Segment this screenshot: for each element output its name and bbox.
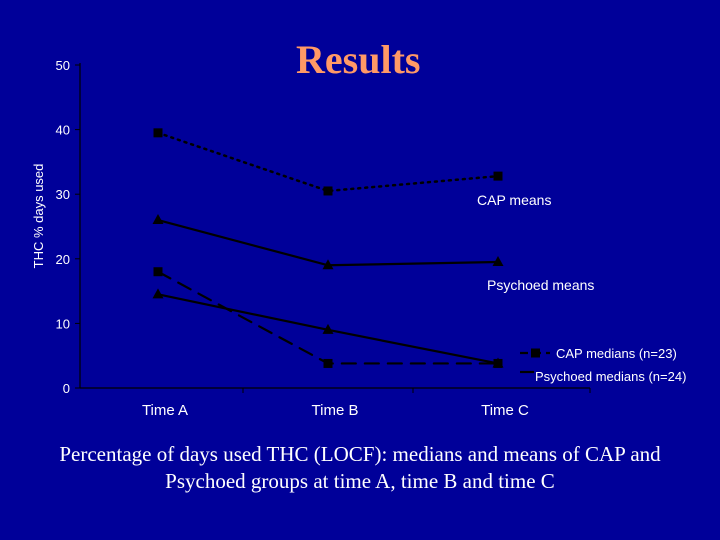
data-point-square — [323, 186, 333, 196]
x-tick-label: Time B — [312, 402, 359, 419]
series-layer — [152, 128, 504, 368]
y-tick-label: 40 — [56, 123, 70, 138]
data-point-square — [323, 358, 333, 368]
x-tick-label: Time C — [481, 402, 529, 419]
legend-marker-square — [531, 348, 540, 358]
legend-label-cap-medians: CAP medians (n=23) — [556, 346, 677, 361]
caption-line-2: Psychoed groups at time A, time B and ti… — [165, 469, 555, 493]
series-line-0 — [156, 131, 500, 193]
data-point-triangle — [322, 259, 334, 270]
data-point-triangle — [322, 323, 334, 334]
data-point-triangle — [152, 288, 164, 299]
y-tick-label: 50 — [56, 58, 70, 73]
series-label-psychoed-means: Psychoed means — [487, 277, 594, 293]
labels-layer: CAP means Psychoed means CAP medians (n=23… — [477, 192, 686, 384]
data-point-triangle — [492, 256, 504, 267]
line-chart: 0 10 20 30 40 50 Time A Time B Time C THC % days … — [31, 58, 686, 419]
data-point-triangle — [492, 357, 504, 368]
x-tick-label: Time A — [142, 402, 188, 419]
legend-label-psychoed-medians: Psychoed medians (n=24) — [535, 369, 686, 384]
slide-title: Results — [296, 37, 421, 82]
caption-line-1: Percentage of days used THC (LOCF): medi… — [59, 442, 661, 466]
data-point-square — [153, 267, 163, 277]
data-point-square — [153, 128, 163, 138]
y-tick-label: 30 — [56, 187, 70, 202]
y-tick-label: 10 — [56, 316, 70, 331]
y-axis-title: THC % days used — [31, 164, 46, 269]
chart-axes: 0 10 20 30 40 50 Time A Time B Time C THC % days … — [31, 58, 591, 419]
data-point-triangle — [152, 214, 164, 225]
slide-caption: Percentage of days used THC (LOCF): medi… — [0, 441, 720, 495]
series-label-cap-means: CAP means — [477, 192, 551, 208]
y-tick-label: 0 — [63, 381, 70, 396]
y-tick-label: 20 — [56, 252, 70, 267]
data-point-square — [493, 171, 503, 181]
series-line-1 — [156, 218, 500, 267]
series-line-2 — [156, 270, 500, 365]
